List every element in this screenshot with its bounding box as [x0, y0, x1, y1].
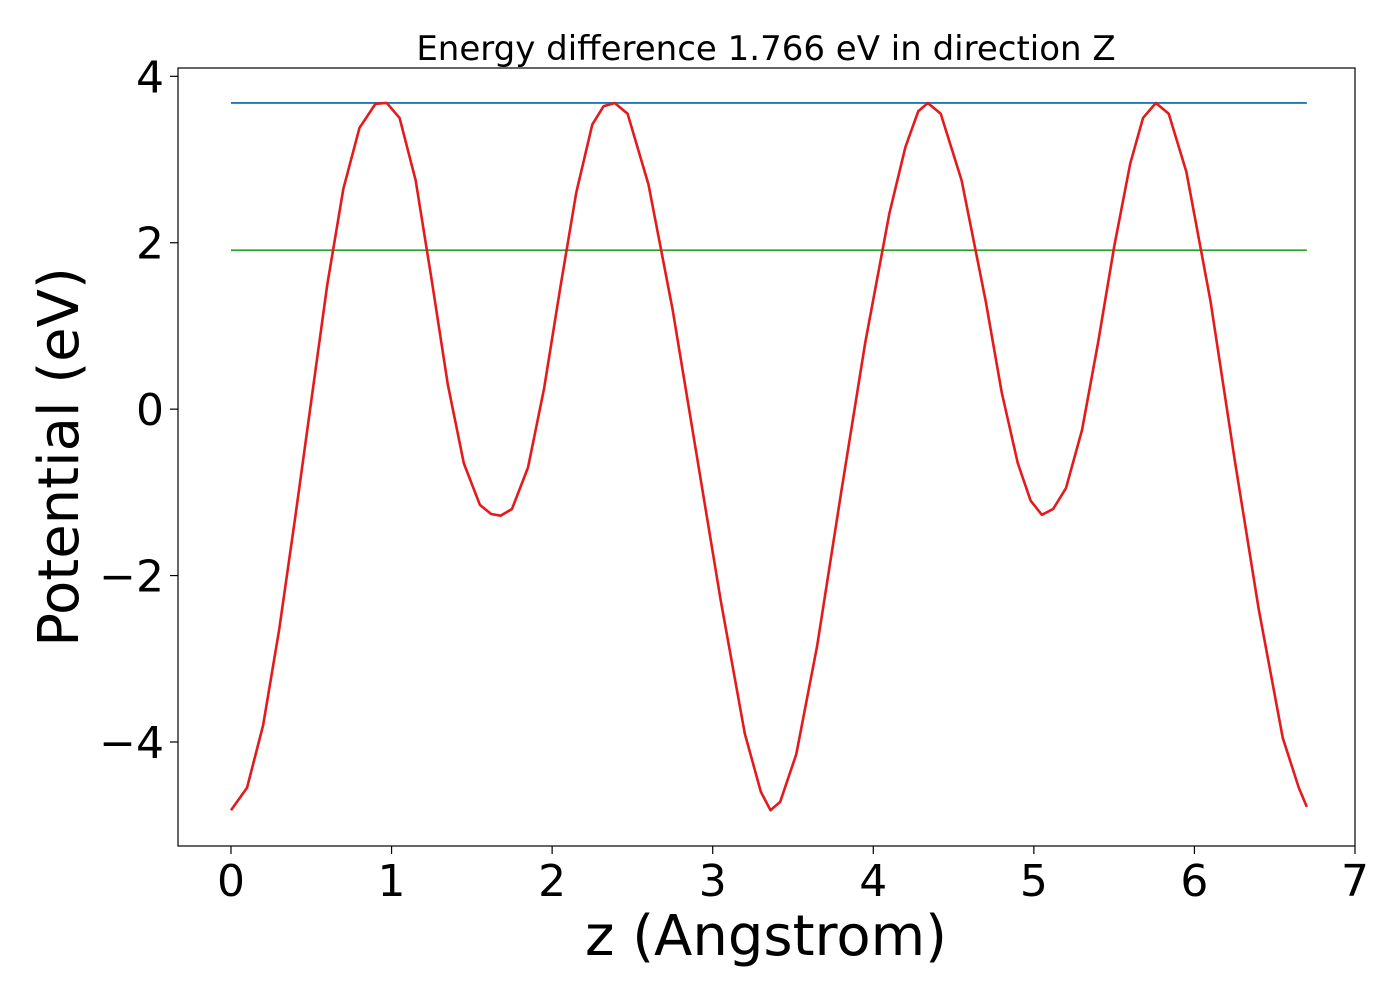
y-tick-label: 4 — [136, 52, 164, 103]
x-tick-label: 1 — [378, 856, 406, 907]
y-tick-label: 2 — [136, 219, 164, 270]
y-axis: −4 −2 0 2 4 — [99, 52, 178, 769]
x-axis: 0 1 2 3 4 5 6 7 — [217, 846, 1369, 907]
x-tick-label: 5 — [1020, 856, 1048, 907]
x-tick-label: 4 — [859, 856, 887, 907]
y-tick-label: −2 — [99, 552, 164, 603]
y-tick-label: −4 — [99, 718, 164, 769]
plot-lines — [229, 101, 1309, 812]
x-axis-label: z (Angstrom) — [585, 904, 947, 969]
x-tick-label: 2 — [538, 856, 566, 907]
y-tick-label: 0 — [136, 385, 164, 436]
x-tick-label: 7 — [1341, 856, 1369, 907]
plot-frame — [177, 67, 1356, 847]
y-axis-label: Potential (eV) — [27, 267, 92, 647]
x-tick-label: 0 — [217, 856, 245, 907]
potential-curve — [229, 101, 1309, 812]
x-tick-label: 6 — [1180, 856, 1208, 907]
chart-title: Energy difference 1.766 eV in direction … — [416, 29, 1115, 69]
x-tick-label: 3 — [699, 856, 727, 907]
